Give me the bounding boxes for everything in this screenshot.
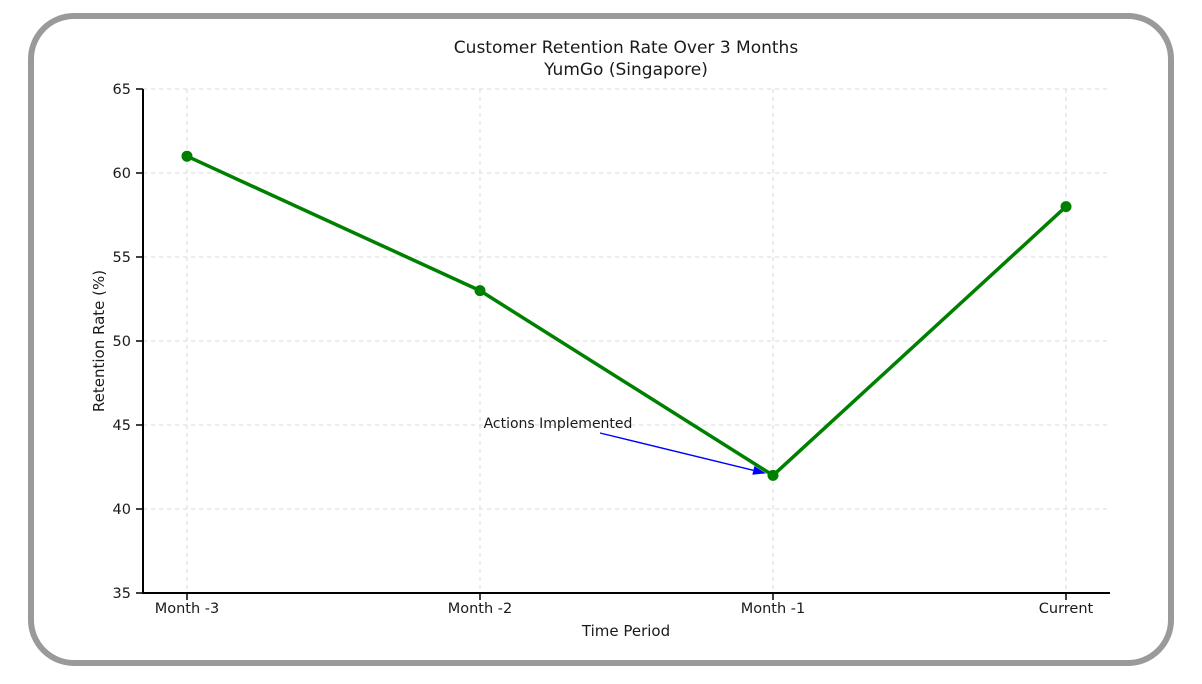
data-point xyxy=(1060,201,1072,213)
x-tick-labels: Month -3 Month -2 Month -1 Current xyxy=(155,601,1094,617)
data-point xyxy=(767,469,779,481)
y-tick-labels: 35 40 45 50 55 60 65 xyxy=(113,82,131,602)
y-tick-label: 65 xyxy=(113,82,131,98)
y-tick-label: 50 xyxy=(113,334,131,350)
annotation-text: Actions Implemented xyxy=(484,416,633,432)
x-tick-label: Month -3 xyxy=(155,601,220,617)
gridlines xyxy=(143,88,1110,594)
x-tick-label: Month -2 xyxy=(448,601,513,617)
rounded-frame-border xyxy=(28,13,1174,666)
x-tick-label: Current xyxy=(1039,601,1094,617)
y-tick-label: 45 xyxy=(113,418,131,434)
x-axis-label: Time Period xyxy=(581,622,670,640)
y-tick-label: 40 xyxy=(113,502,131,518)
y-tick-label: 55 xyxy=(113,250,131,266)
chart-subtitle: YumGo (Singapore) xyxy=(543,60,708,80)
annotation-arrow xyxy=(599,432,766,475)
data-point xyxy=(181,150,193,162)
chart-title: Customer Retention Rate Over 3 Months xyxy=(454,38,799,58)
axes-spines xyxy=(136,88,1110,600)
y-axis-label: Retention Rate (%) xyxy=(90,270,108,412)
y-tick-label: 60 xyxy=(113,166,131,182)
x-tick-label: Month -1 xyxy=(741,601,806,617)
data-point xyxy=(474,285,486,297)
data-series-line xyxy=(181,150,1072,481)
y-tick-label: 35 xyxy=(113,586,131,602)
